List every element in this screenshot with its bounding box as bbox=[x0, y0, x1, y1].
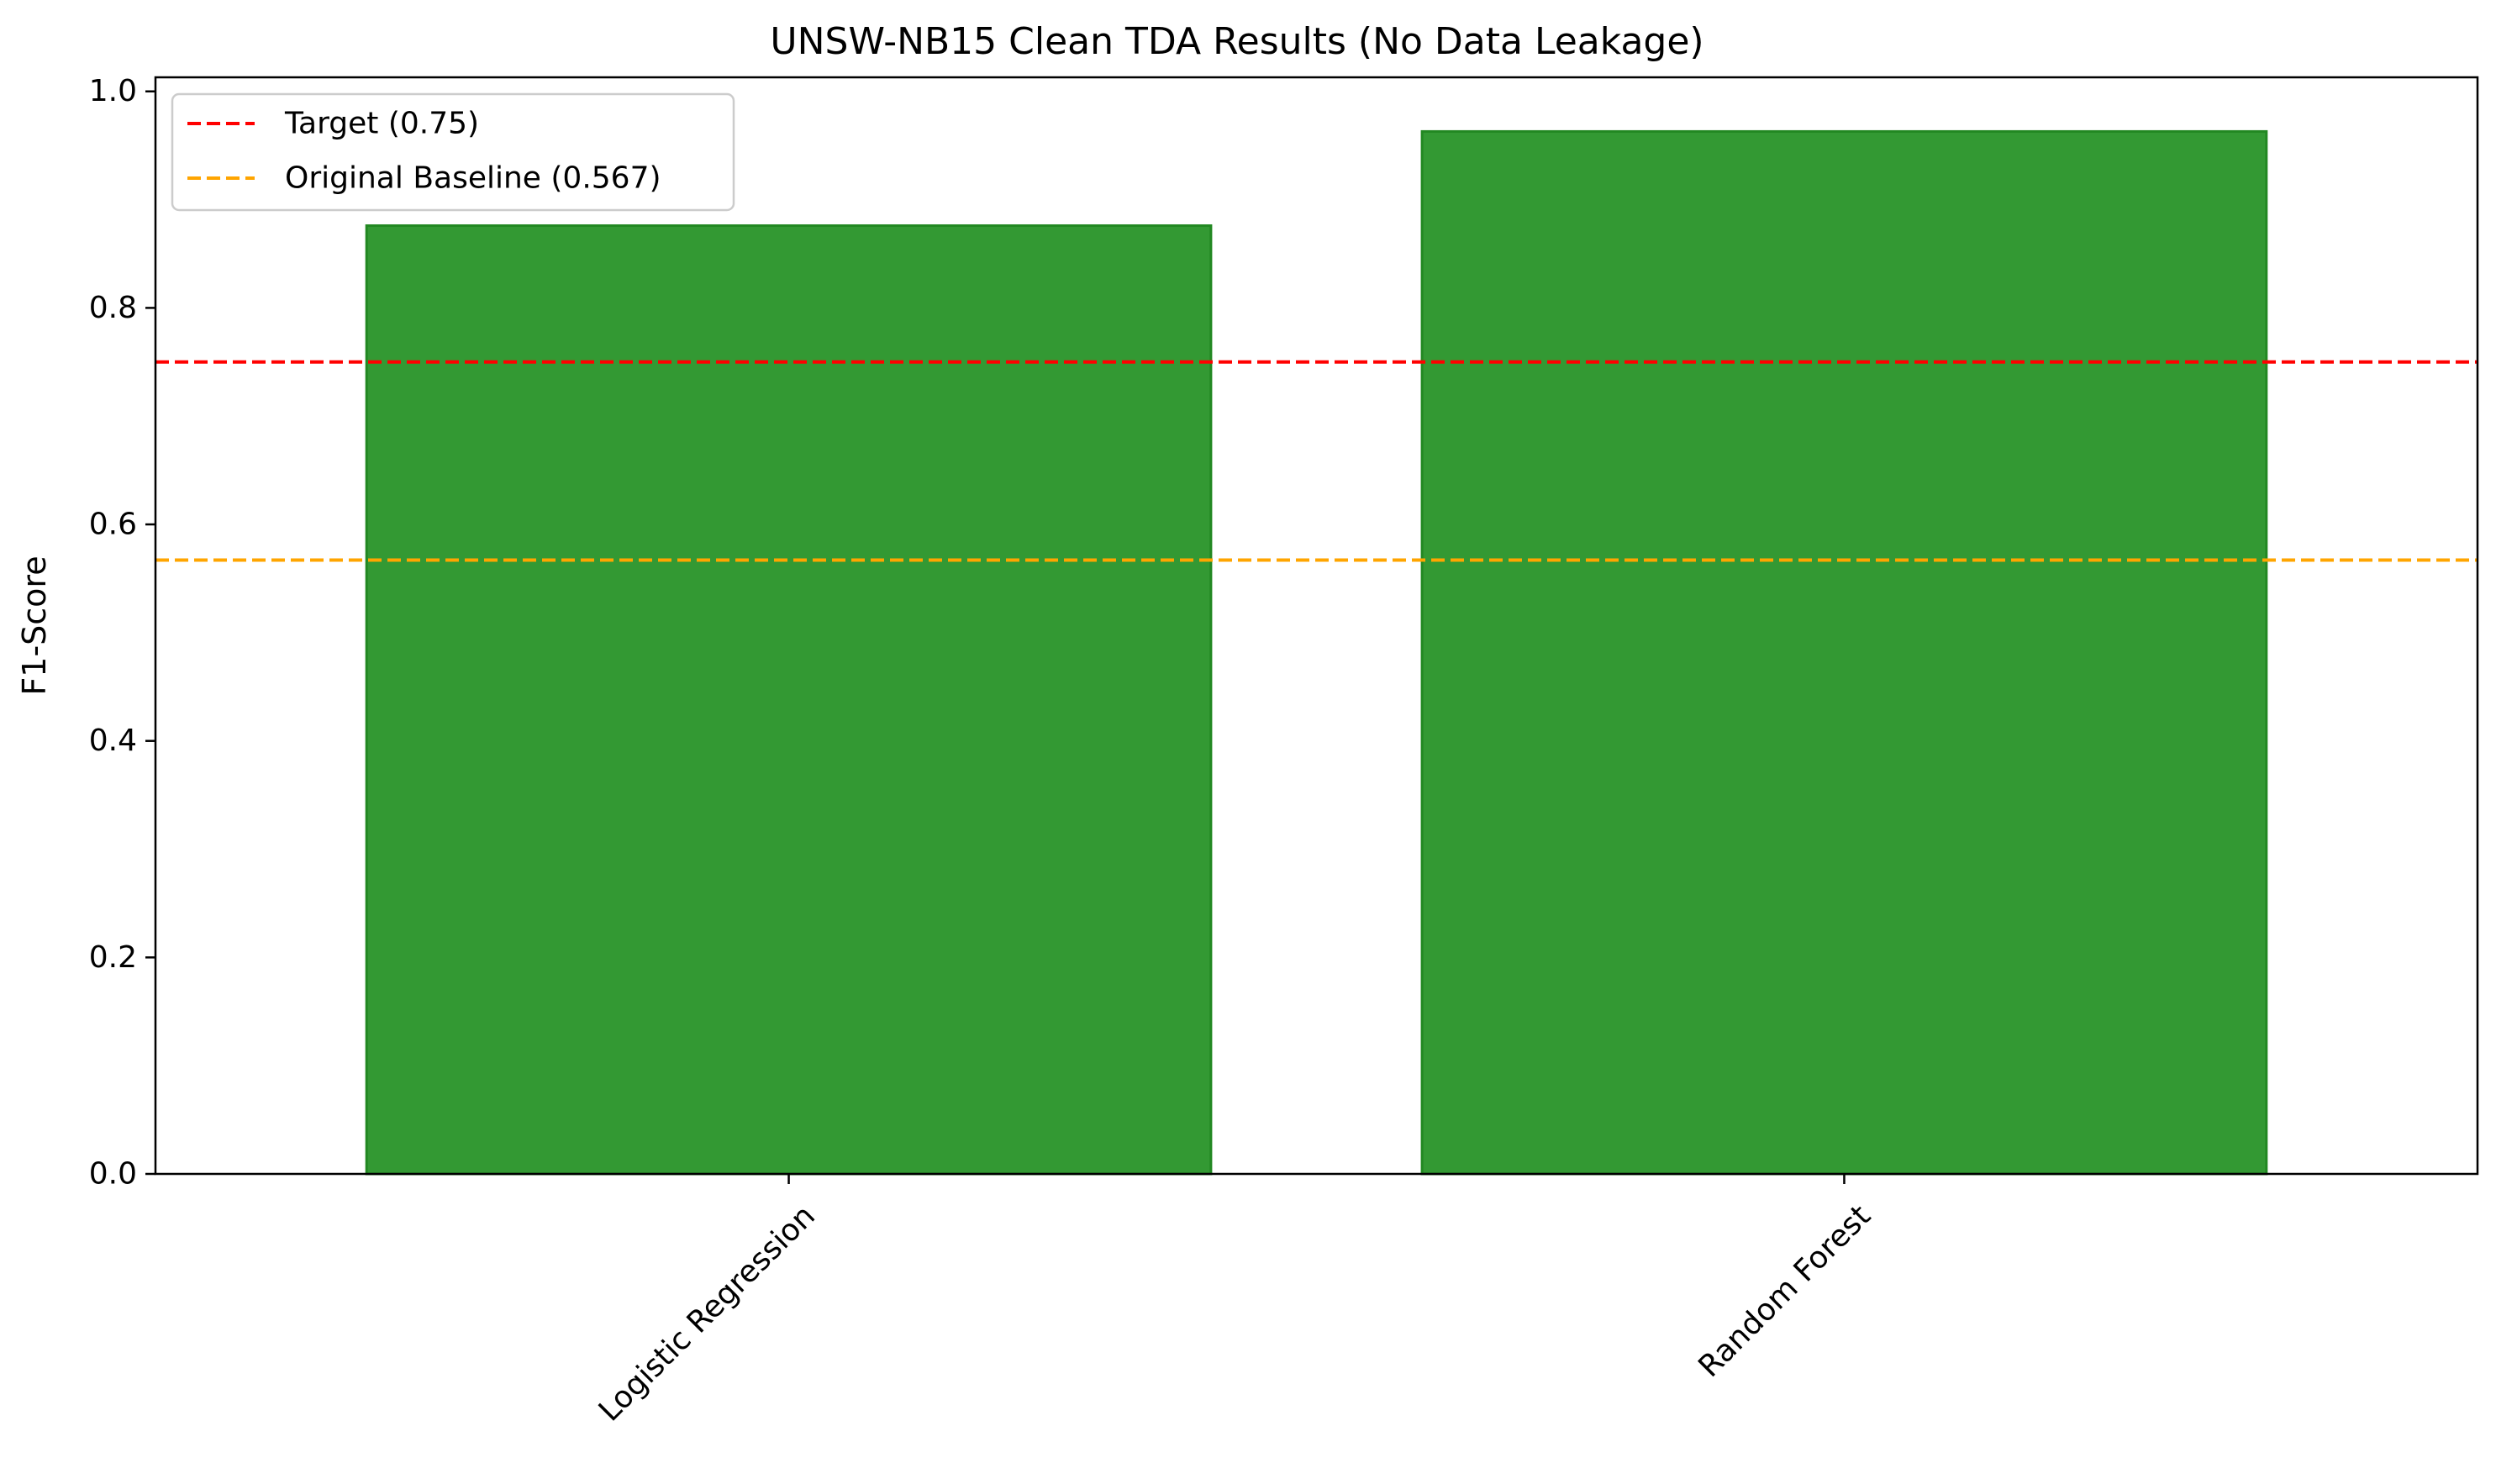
bar-random-forest bbox=[1420, 129, 2268, 1176]
chart-title: UNSW-NB15 Clean TDA Results (No Data Lea… bbox=[770, 20, 1703, 63]
legend-label: Target (0.75) bbox=[284, 107, 479, 141]
reference-lines-layer bbox=[155, 360, 2478, 562]
bar-logistic-regression bbox=[365, 224, 1213, 1176]
legend-box bbox=[171, 92, 735, 212]
plot-frame bbox=[154, 76, 2479, 1176]
y-tick-label: 0.6 bbox=[89, 508, 137, 542]
y-axis-label: F1-Score bbox=[16, 555, 53, 695]
y-tick-label: 0.2 bbox=[89, 940, 137, 975]
legend: Target (0.75) Original Baseline (0.567) bbox=[171, 92, 735, 212]
y-tick-label: 0.0 bbox=[89, 1157, 137, 1192]
y-tick-label: 1.0 bbox=[89, 74, 137, 108]
y-tick-label: 0.8 bbox=[89, 291, 137, 325]
x-tick-label: Random Forest bbox=[1692, 1198, 1877, 1384]
x-tick-label: Logistic Regression bbox=[592, 1198, 822, 1428]
bars-layer bbox=[365, 129, 2268, 1176]
legend-label: Original Baseline (0.567) bbox=[285, 161, 661, 196]
y-tick-label: 0.4 bbox=[89, 724, 137, 758]
